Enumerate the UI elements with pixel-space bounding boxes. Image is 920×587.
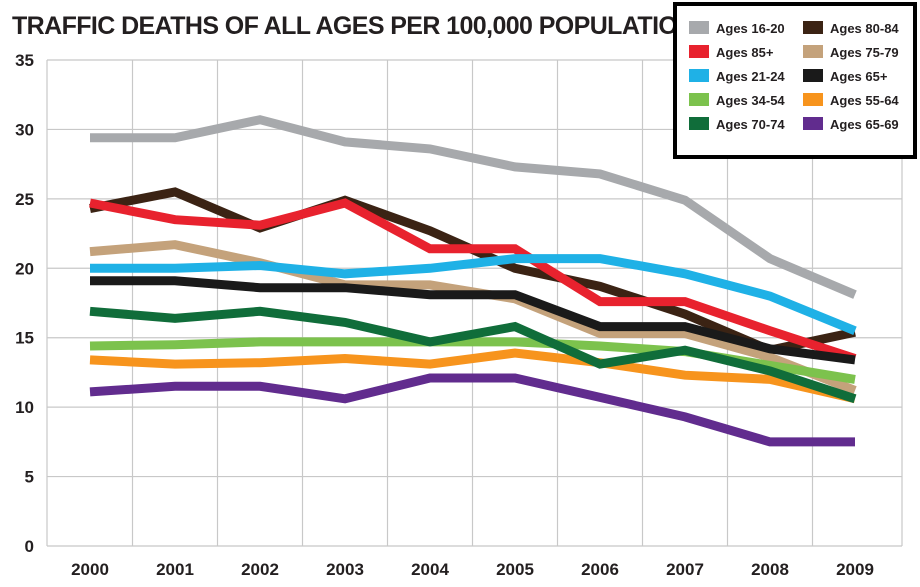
series-line-ages-70-74	[89, 306, 857, 404]
x-tick-label-2007: 2007	[666, 560, 704, 579]
series-line-ages-65-plus	[90, 276, 856, 365]
legend-swatch-ages-70-74	[689, 117, 709, 130]
legend-label-ages-16-20: Ages 16-20	[716, 21, 785, 36]
series-line-ages-16-20	[90, 115, 857, 299]
legend-swatch-ages-65-69	[803, 117, 823, 130]
x-tick-label-2002: 2002	[241, 560, 279, 579]
x-tick-label-2001: 2001	[156, 560, 194, 579]
x-tick-label-2004: 2004	[411, 560, 449, 579]
legend-label-ages-70-74: Ages 70-74	[716, 117, 785, 132]
y-tick-label-0: 0	[25, 537, 34, 556]
series-line-ages-55-64	[89, 348, 857, 404]
axes: 0 5 10 15 20 25 30 35 2000 2001 2002 2003 2004 2005 20…	[15, 51, 874, 579]
x-tick-label-2005: 2005	[496, 560, 534, 579]
y-tick-label-5: 5	[25, 468, 34, 487]
legend-swatch-ages-75-79	[803, 45, 823, 58]
legend-label-ages-34-54: Ages 34-54	[716, 93, 785, 108]
x-tick-label-2003: 2003	[326, 560, 364, 579]
legend-swatch-ages-55-64	[803, 93, 823, 106]
x-tick-label-2008: 2008	[751, 560, 789, 579]
legend-label-ages-85-plus: Ages 85+	[716, 45, 774, 60]
y-tick-label-25: 25	[15, 190, 34, 209]
x-tick-label-2000: 2000	[71, 560, 109, 579]
legend-swatch-ages-34-54	[689, 93, 709, 106]
y-tick-label-15: 15	[15, 329, 34, 348]
y-tick-label-35: 35	[15, 51, 34, 70]
legend-label-ages-21-24: Ages 21-24	[716, 69, 785, 84]
x-tick-label-2009: 2009	[836, 560, 874, 579]
series-line-ages-85-plus	[89, 198, 857, 363]
y-tick-label-20: 20	[15, 259, 34, 278]
series-line-ages-21-24	[90, 254, 857, 335]
legend-swatch-ages-65-plus	[803, 69, 823, 82]
legend-swatch-ages-85-plus	[689, 45, 709, 58]
legend-label-ages-80-84: Ages 80-84	[830, 21, 899, 36]
series-lines	[89, 115, 857, 447]
x-tick-label-2006: 2006	[581, 560, 619, 579]
legend-label-ages-55-64: Ages 55-64	[830, 93, 899, 108]
y-tick-label-10: 10	[15, 398, 34, 417]
legend-swatch-ages-16-20	[689, 21, 709, 34]
y-tick-label-30: 30	[15, 120, 34, 139]
legend-label-ages-65-69: Ages 65-69	[830, 117, 899, 132]
legend-swatch-ages-80-84	[803, 21, 823, 34]
legend-label-ages-65-plus: Ages 65+	[830, 69, 888, 84]
chart-title: TRAFFIC DEATHS OF ALL AGES PER 100,000 P…	[12, 12, 695, 40]
legend-swatch-ages-21-24	[689, 69, 709, 82]
legend-box	[673, 2, 917, 159]
series-line-ages-65-69	[89, 373, 855, 447]
legend-label-ages-75-79: Ages 75-79	[830, 45, 899, 60]
legend: Ages 16-20 Ages 80-84 Ages 85+ Ages 75-79 Ag…	[673, 2, 917, 159]
